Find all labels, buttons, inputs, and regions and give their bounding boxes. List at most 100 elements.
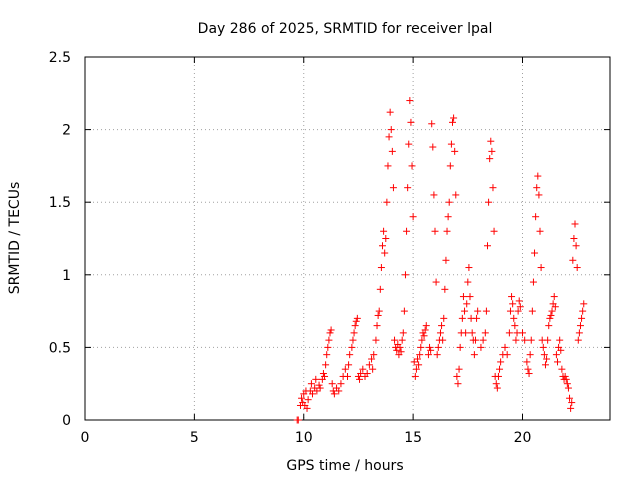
data-point — [346, 351, 354, 359]
data-point — [525, 370, 533, 378]
data-point — [446, 162, 454, 170]
data-point — [388, 147, 396, 155]
data-point — [412, 365, 420, 373]
data-point — [418, 336, 426, 344]
data-point — [456, 343, 464, 351]
data-point — [376, 285, 384, 293]
data-point — [443, 227, 451, 235]
data-point — [567, 404, 575, 412]
data-point — [471, 336, 479, 344]
data-point — [421, 326, 429, 334]
data-point — [532, 213, 540, 221]
data-point — [547, 311, 555, 319]
data-point — [438, 322, 446, 330]
data-point — [482, 307, 490, 315]
data-point — [440, 314, 448, 322]
data-point — [569, 256, 577, 264]
data-point — [325, 336, 333, 344]
data-point — [411, 372, 419, 380]
data-point — [571, 220, 579, 228]
data-point — [527, 336, 535, 344]
y-tick-label: 1.5 — [49, 195, 71, 211]
data-point — [570, 235, 578, 242]
data-point — [454, 380, 462, 388]
data-point — [558, 365, 566, 373]
data-point — [544, 336, 552, 344]
data-point — [543, 355, 551, 363]
data-point — [321, 372, 329, 380]
data-point — [576, 322, 584, 330]
data-point — [409, 213, 417, 221]
data-point — [442, 256, 450, 264]
data-point — [387, 126, 395, 134]
data-point — [352, 317, 360, 325]
x-tick-label: 20 — [514, 430, 532, 446]
data-point — [380, 227, 388, 235]
data-point — [524, 365, 532, 373]
data-point — [313, 387, 321, 395]
data-point — [431, 227, 439, 235]
data-point — [484, 242, 491, 250]
data-point — [512, 336, 520, 344]
data-point — [574, 336, 582, 344]
data-point — [408, 162, 416, 170]
data-point — [396, 343, 404, 351]
data-point — [428, 120, 436, 128]
data-point — [294, 416, 302, 424]
data-point — [315, 381, 323, 389]
data-point — [473, 314, 481, 322]
data-point — [492, 380, 500, 388]
data-point — [399, 329, 407, 337]
data-point — [487, 137, 495, 145]
data-point — [568, 399, 576, 407]
data-point — [466, 293, 474, 301]
data-point — [341, 365, 349, 373]
data-point — [319, 370, 327, 378]
data-point — [432, 278, 440, 286]
data-point — [458, 314, 466, 322]
x-axis-label: GPS time / hours — [286, 458, 403, 474]
y-tick-label: 0.5 — [49, 340, 71, 356]
data-point — [400, 307, 408, 315]
data-point — [410, 358, 418, 366]
data-point — [434, 343, 442, 351]
data-point — [505, 329, 513, 337]
data-point — [539, 343, 547, 351]
data-point — [474, 307, 482, 315]
data-point — [404, 184, 412, 192]
data-point — [496, 365, 504, 373]
data-point — [464, 278, 472, 286]
data-point — [449, 118, 456, 126]
plot-frame — [84, 56, 611, 421]
data-point — [359, 365, 367, 373]
data-point — [508, 293, 516, 301]
data-point — [579, 307, 587, 315]
chart-title: Day 286 of 2025, SRMTID for receiver lpa… — [198, 21, 493, 37]
data-point — [403, 227, 411, 235]
data-point — [337, 380, 345, 388]
data-point — [307, 380, 315, 388]
data-point — [348, 343, 356, 351]
data-point — [447, 140, 455, 148]
data-point — [468, 329, 476, 337]
data-point — [452, 191, 460, 199]
data-point — [470, 351, 478, 359]
data-point — [420, 332, 428, 340]
data-point — [427, 346, 435, 354]
data-point — [389, 184, 397, 192]
data-point — [519, 329, 526, 337]
data-point — [541, 361, 549, 369]
data-point — [493, 384, 501, 392]
data-point — [572, 242, 580, 250]
data-point — [451, 147, 459, 155]
data-point — [578, 314, 586, 322]
data-point — [503, 351, 511, 359]
data-point — [405, 140, 413, 148]
data-point — [510, 314, 518, 322]
data-point — [444, 213, 452, 221]
data-point — [459, 293, 467, 301]
data-point — [335, 387, 343, 395]
data-point — [377, 264, 385, 272]
data-point — [439, 336, 447, 344]
